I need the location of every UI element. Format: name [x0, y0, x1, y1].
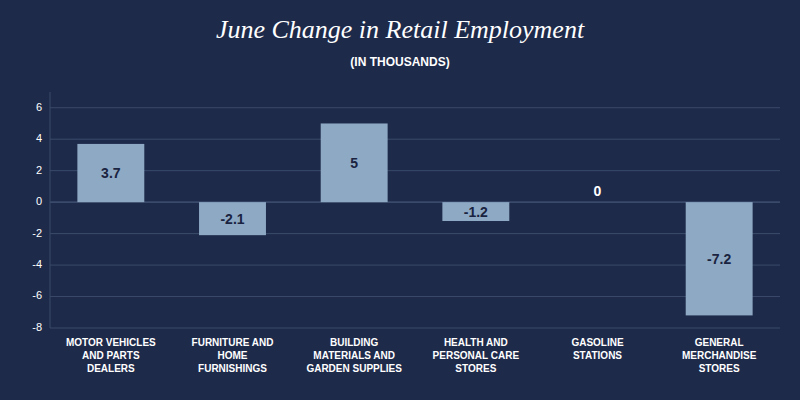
y-tick-label: 0 — [36, 195, 42, 207]
x-tick-label: GENERALMERCHANDISESTORES — [682, 337, 757, 374]
chart-container: June Change in Retail Employment (IN THOU… — [0, 0, 800, 400]
y-tick-label: -2 — [32, 227, 42, 239]
bar — [199, 202, 266, 235]
grid-line — [50, 328, 780, 329]
zero-line — [50, 201, 780, 203]
y-tick-label: -6 — [32, 289, 42, 301]
bar — [686, 202, 753, 315]
y-tick-label: -8 — [32, 321, 42, 333]
y-tick-label: 2 — [36, 164, 42, 176]
bar — [442, 202, 509, 221]
y-tick-label: 6 — [36, 101, 42, 113]
data-label: 5 — [350, 155, 358, 171]
background — [0, 0, 800, 400]
chart: June Change in Retail Employment (IN THOU… — [0, 0, 800, 400]
y-tick-label: 4 — [36, 132, 42, 144]
grid-line — [50, 296, 780, 297]
grid-line — [50, 265, 780, 266]
bars — [77, 123, 752, 315]
x-tick-label: FURNITURE ANDHOMEFURNISHINGS — [192, 337, 274, 374]
data-label: -2.1 — [220, 211, 244, 227]
data-label: 3.7 — [101, 165, 121, 181]
bar — [77, 144, 144, 202]
bar — [564, 202, 631, 203]
data-label: -7.2 — [707, 251, 731, 267]
y-tick-label: -4 — [32, 258, 42, 270]
x-tick-label: GASOLINESTATIONS — [571, 337, 624, 361]
bar — [321, 123, 388, 202]
data-label: -1.2 — [464, 204, 488, 220]
x-tick-label: BUILDINGMATERIALS ANDGARDEN SUPPLIES — [306, 337, 402, 374]
grid-line — [50, 233, 780, 234]
grid-line — [50, 107, 780, 108]
grid-line — [50, 170, 780, 171]
x-tick-label: HEALTH ANDPERSONAL CARESTORES — [433, 337, 520, 374]
grid-line — [50, 139, 780, 140]
data-label: 0 — [594, 183, 602, 199]
grid — [50, 108, 780, 328]
y-axis-line — [50, 92, 51, 328]
title: June Change in Retail Employment — [216, 15, 585, 44]
x-tick-label: MOTOR VEHICLESAND PARTSDEALERS — [66, 337, 156, 374]
subtitle: (IN THOUSANDS) — [350, 55, 449, 69]
